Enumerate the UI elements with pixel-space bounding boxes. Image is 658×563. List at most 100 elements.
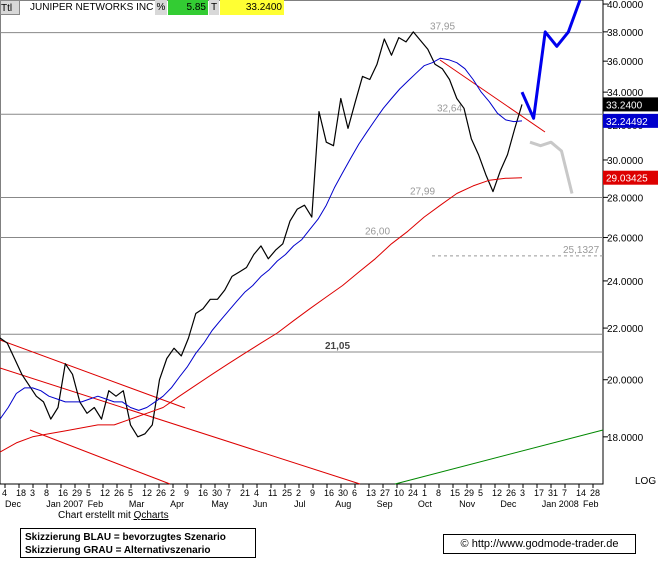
level-label: 37,95: [430, 22, 455, 33]
x-month-label: Feb: [583, 499, 599, 509]
x-tick-label: 16: [58, 488, 68, 498]
y-tick-label: 28.0000: [607, 193, 644, 204]
x-month-label: Jun: [253, 499, 268, 509]
price-badge-label: 29.03425: [606, 174, 648, 185]
x-tick-label: 7: [226, 488, 231, 498]
level-label: 32,64: [437, 103, 462, 114]
scale-label: LOG: [635, 476, 656, 487]
x-tick-label: 18: [16, 488, 26, 498]
legend-grey: Skizzierung GRAU = Alternativszenario: [25, 545, 211, 556]
x-tick-label: 27: [380, 488, 390, 498]
x-tick-label: 28: [590, 488, 600, 498]
x-tick-label: 13: [366, 488, 376, 498]
chart-credit: Chart erstellt mit Qcharts: [58, 510, 169, 521]
x-month-label: Mar: [129, 499, 145, 509]
x-tick-label: 26: [506, 488, 516, 498]
x-month-label: Dec: [5, 499, 22, 509]
x-tick-label: 14: [576, 488, 586, 498]
level-label: 26,00: [365, 227, 390, 238]
x-month-label: May: [211, 499, 229, 509]
x-tick-label: 31: [548, 488, 558, 498]
x-tick-label: 3: [30, 488, 35, 498]
x-tick-label: 4: [254, 488, 259, 498]
instrument-name: JUNIPER NETWORKS INC: [30, 2, 154, 13]
ticker-box: Ttl: [0, 0, 20, 15]
x-tick-label: 10: [394, 488, 404, 498]
y-tick-label: 18.0000: [607, 433, 644, 444]
trendline-green: [394, 429, 604, 485]
series-skizzierung-grau: [529, 140, 574, 194]
x-tick-label: 9: [184, 488, 189, 498]
y-tick-label: 36.0000: [607, 57, 644, 68]
x-tick-label: 1: [422, 488, 427, 498]
y-tick-label: 38.0000: [607, 28, 644, 39]
y-tick-label: 34.0000: [607, 88, 644, 99]
x-tick-label: 2: [296, 488, 301, 498]
x-tick-label: 25: [282, 488, 292, 498]
x-tick-label: 12: [142, 488, 152, 498]
price-badge: [603, 113, 658, 128]
x-tick-label: 29: [464, 488, 474, 498]
series-ma-50: [0, 57, 523, 420]
price-badge: [603, 170, 658, 185]
x-month-label: Sep: [377, 499, 393, 509]
price-badge-label: 33.2400: [606, 100, 643, 111]
x-tick-label: 16: [324, 488, 334, 498]
price-badge: [603, 97, 658, 112]
series-price: [0, 31, 523, 438]
pct-change-badge: 5.85: [168, 0, 208, 15]
x-tick-label: 26: [114, 488, 124, 498]
y-tick-label: 30.0000: [607, 156, 644, 167]
x-month-label: Aug: [335, 499, 351, 509]
x-tick-label: 30: [338, 488, 348, 498]
trendline-red: [439, 59, 546, 133]
series-skizzierung-blau: [520, 0, 582, 120]
level-label: 25,1327: [563, 245, 600, 256]
x-tick-label: 9: [310, 488, 315, 498]
x-tick-label: 11: [268, 488, 277, 498]
x-tick-label: 7: [562, 488, 567, 498]
x-tick-label: 24: [408, 488, 418, 498]
x-tick-label: 2: [170, 488, 175, 498]
source-url[interactable]: © http://www.godmode-trader.de: [443, 534, 636, 554]
x-tick-label: 5: [86, 488, 91, 498]
ticker-label: Ttl: [1, 3, 13, 14]
x-tick-label: 29: [72, 488, 82, 498]
x-tick-label: 17: [534, 488, 544, 498]
x-tick-label: 30: [212, 488, 222, 498]
trendline-red: [29, 429, 171, 485]
x-tick-label: 5: [128, 488, 133, 498]
x-month-label: Apr: [170, 499, 184, 509]
y-tick-label: 40.0000: [607, 0, 644, 11]
x-month-label: Dec: [500, 499, 517, 509]
scenario-legend: Skizzierung BLAU = bevorzugtes Szenario …: [20, 528, 256, 558]
x-tick-label: 4: [2, 488, 7, 498]
x-tick-label: 3: [520, 488, 525, 498]
x-tick-label: 8: [44, 488, 49, 498]
y-tick-label: 22.0000: [607, 324, 644, 335]
pct-symbol: %: [155, 0, 167, 15]
price-badge-label: 32.24492: [606, 117, 648, 128]
url-text: http://www.godmode-trader.de: [471, 538, 619, 550]
level-label: 21,05: [325, 341, 350, 352]
series-ma-200: [0, 177, 523, 453]
y-tick-label: 24.0000: [607, 277, 644, 288]
x-tick-label: 6: [352, 488, 357, 498]
x-tick-label: 26: [156, 488, 166, 498]
last-price-badge: 33.2400: [220, 0, 284, 15]
x-tick-label: 15: [450, 488, 460, 498]
x-month-label: Jan 2007: [46, 499, 83, 509]
x-month-label: Jan 2008: [542, 499, 579, 509]
x-tick-label: 5: [478, 488, 483, 498]
qcharts-link[interactable]: Qcharts: [133, 510, 169, 521]
trendline-red: [0, 367, 361, 485]
x-month-label: Feb: [88, 499, 104, 509]
x-tick-label: 12: [100, 488, 110, 498]
x-tick-label: 21: [240, 488, 250, 498]
x-month-label: Jul: [294, 499, 306, 509]
y-tick-label: 26.0000: [607, 234, 644, 245]
x-tick-label: 12: [492, 488, 502, 498]
x-tick-label: 8: [436, 488, 441, 498]
x-tick-label: 16: [198, 488, 208, 498]
